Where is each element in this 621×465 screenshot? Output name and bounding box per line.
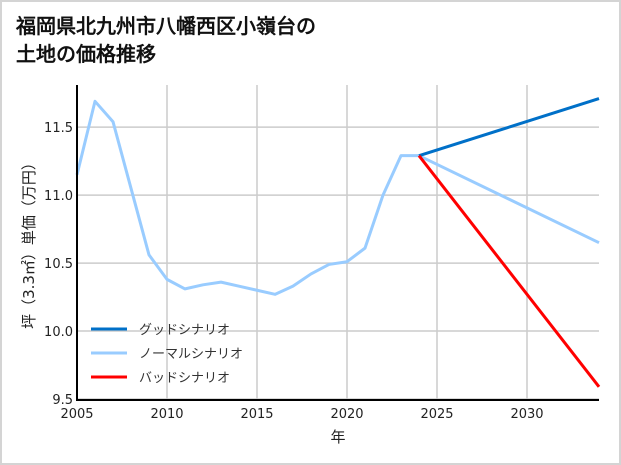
x-tick-label: 2005 xyxy=(60,407,93,422)
x-tick-label: 2015 xyxy=(240,407,273,422)
x-tick-label: 2025 xyxy=(420,407,453,422)
y-tick-label: 11.5 xyxy=(44,121,73,136)
series-line-1 xyxy=(75,99,600,296)
x-tick-label: 2030 xyxy=(510,407,543,422)
series-line-2 xyxy=(417,154,601,388)
legend-label: バッドシナリオ xyxy=(139,371,230,386)
y-axis-label: 坪（3.3㎡）単価（万円） xyxy=(20,155,38,329)
y-tick-label: 10.5 xyxy=(44,257,73,272)
legend-label: グッドシナリオ xyxy=(139,323,230,338)
chart-title: 福岡県北九州市八幡西区小嶺台の 土地の価格推移 xyxy=(16,14,316,66)
y-tick-label: 10.0 xyxy=(44,325,73,340)
x-tick-label: 2020 xyxy=(330,407,363,422)
legend-label: ノーマルシナリオ xyxy=(139,347,243,362)
series-line-0 xyxy=(418,97,600,158)
y-tick-label: 11.0 xyxy=(44,189,73,204)
y-tick-label: 9.5 xyxy=(52,393,73,408)
x-axis-label: 年 xyxy=(330,428,345,446)
x-tick-label: 2010 xyxy=(150,407,183,422)
